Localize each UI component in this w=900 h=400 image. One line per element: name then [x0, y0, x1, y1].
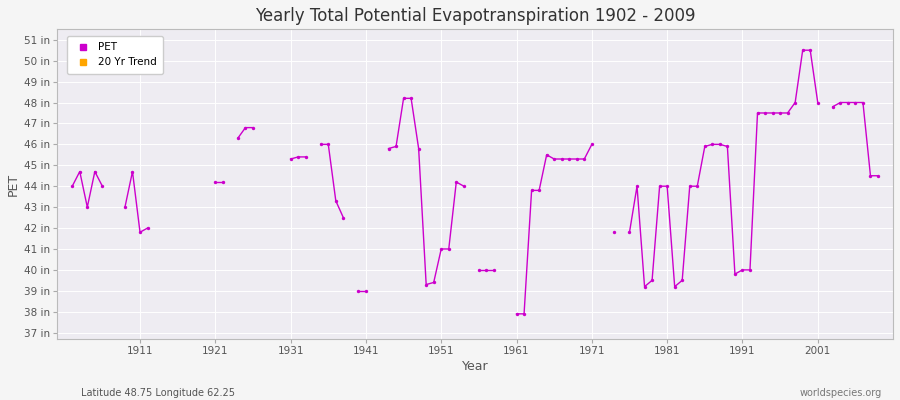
- Point: [698, 143, 712, 150]
- Point: [532, 187, 546, 194]
- Point: [442, 246, 456, 252]
- Point: [284, 156, 298, 162]
- Point: [841, 99, 855, 106]
- Text: Latitude 48.75 Longitude 62.25: Latitude 48.75 Longitude 62.25: [81, 388, 235, 398]
- Title: Yearly Total Potential Evapotranspiration 1902 - 2009: Yearly Total Potential Evapotranspiratio…: [255, 7, 696, 25]
- Point: [848, 99, 862, 106]
- Point: [645, 277, 660, 284]
- Point: [547, 156, 562, 162]
- Point: [419, 281, 434, 288]
- Point: [246, 124, 260, 131]
- Point: [539, 152, 554, 158]
- Point: [230, 135, 245, 141]
- Point: [427, 279, 441, 286]
- Point: [479, 267, 493, 273]
- Point: [291, 154, 305, 160]
- Point: [773, 110, 788, 116]
- Point: [796, 47, 810, 54]
- Point: [660, 183, 674, 190]
- Point: [735, 267, 750, 273]
- Point: [788, 99, 803, 106]
- Point: [682, 183, 697, 190]
- Point: [517, 311, 531, 317]
- Point: [321, 141, 336, 148]
- Point: [382, 145, 396, 152]
- Point: [487, 267, 501, 273]
- Point: [328, 198, 343, 204]
- Point: [509, 311, 524, 317]
- Point: [803, 47, 817, 54]
- Point: [690, 183, 705, 190]
- Point: [80, 204, 94, 210]
- Point: [720, 143, 734, 150]
- Point: [336, 214, 350, 221]
- Legend: PET, 20 Yr Trend: PET, 20 Yr Trend: [67, 36, 163, 74]
- Point: [751, 110, 765, 116]
- Text: worldspecies.org: worldspecies.org: [800, 388, 882, 398]
- Point: [765, 110, 779, 116]
- Y-axis label: PET: PET: [7, 172, 20, 196]
- Point: [299, 154, 313, 160]
- Point: [554, 156, 569, 162]
- Point: [562, 156, 576, 162]
- Point: [622, 229, 636, 236]
- Point: [705, 141, 719, 148]
- Point: [675, 277, 689, 284]
- Point: [472, 267, 486, 273]
- Point: [396, 95, 410, 102]
- Point: [208, 179, 222, 185]
- Point: [713, 141, 727, 148]
- Point: [811, 99, 825, 106]
- Point: [118, 204, 132, 210]
- Point: [140, 225, 155, 231]
- Point: [780, 110, 795, 116]
- Point: [608, 229, 622, 236]
- Point: [652, 183, 667, 190]
- Point: [87, 168, 102, 175]
- Point: [238, 124, 253, 131]
- Point: [456, 183, 471, 190]
- Point: [668, 284, 682, 290]
- X-axis label: Year: Year: [462, 360, 489, 373]
- Point: [125, 168, 140, 175]
- Point: [856, 99, 870, 106]
- Point: [133, 229, 148, 236]
- Point: [577, 156, 591, 162]
- Point: [389, 143, 403, 150]
- Point: [863, 172, 878, 179]
- Point: [95, 183, 110, 190]
- Point: [758, 110, 772, 116]
- Point: [833, 99, 848, 106]
- Point: [216, 179, 230, 185]
- Point: [871, 172, 886, 179]
- Point: [351, 288, 365, 294]
- Point: [742, 267, 757, 273]
- Point: [449, 179, 464, 185]
- Point: [73, 168, 87, 175]
- Point: [359, 288, 374, 294]
- Point: [65, 183, 79, 190]
- Point: [313, 141, 328, 148]
- Point: [630, 183, 644, 190]
- Point: [411, 145, 426, 152]
- Point: [585, 141, 599, 148]
- Point: [825, 104, 840, 110]
- Point: [434, 246, 448, 252]
- Point: [525, 187, 539, 194]
- Point: [728, 271, 742, 277]
- Point: [404, 95, 419, 102]
- Point: [570, 156, 584, 162]
- Point: [637, 284, 652, 290]
